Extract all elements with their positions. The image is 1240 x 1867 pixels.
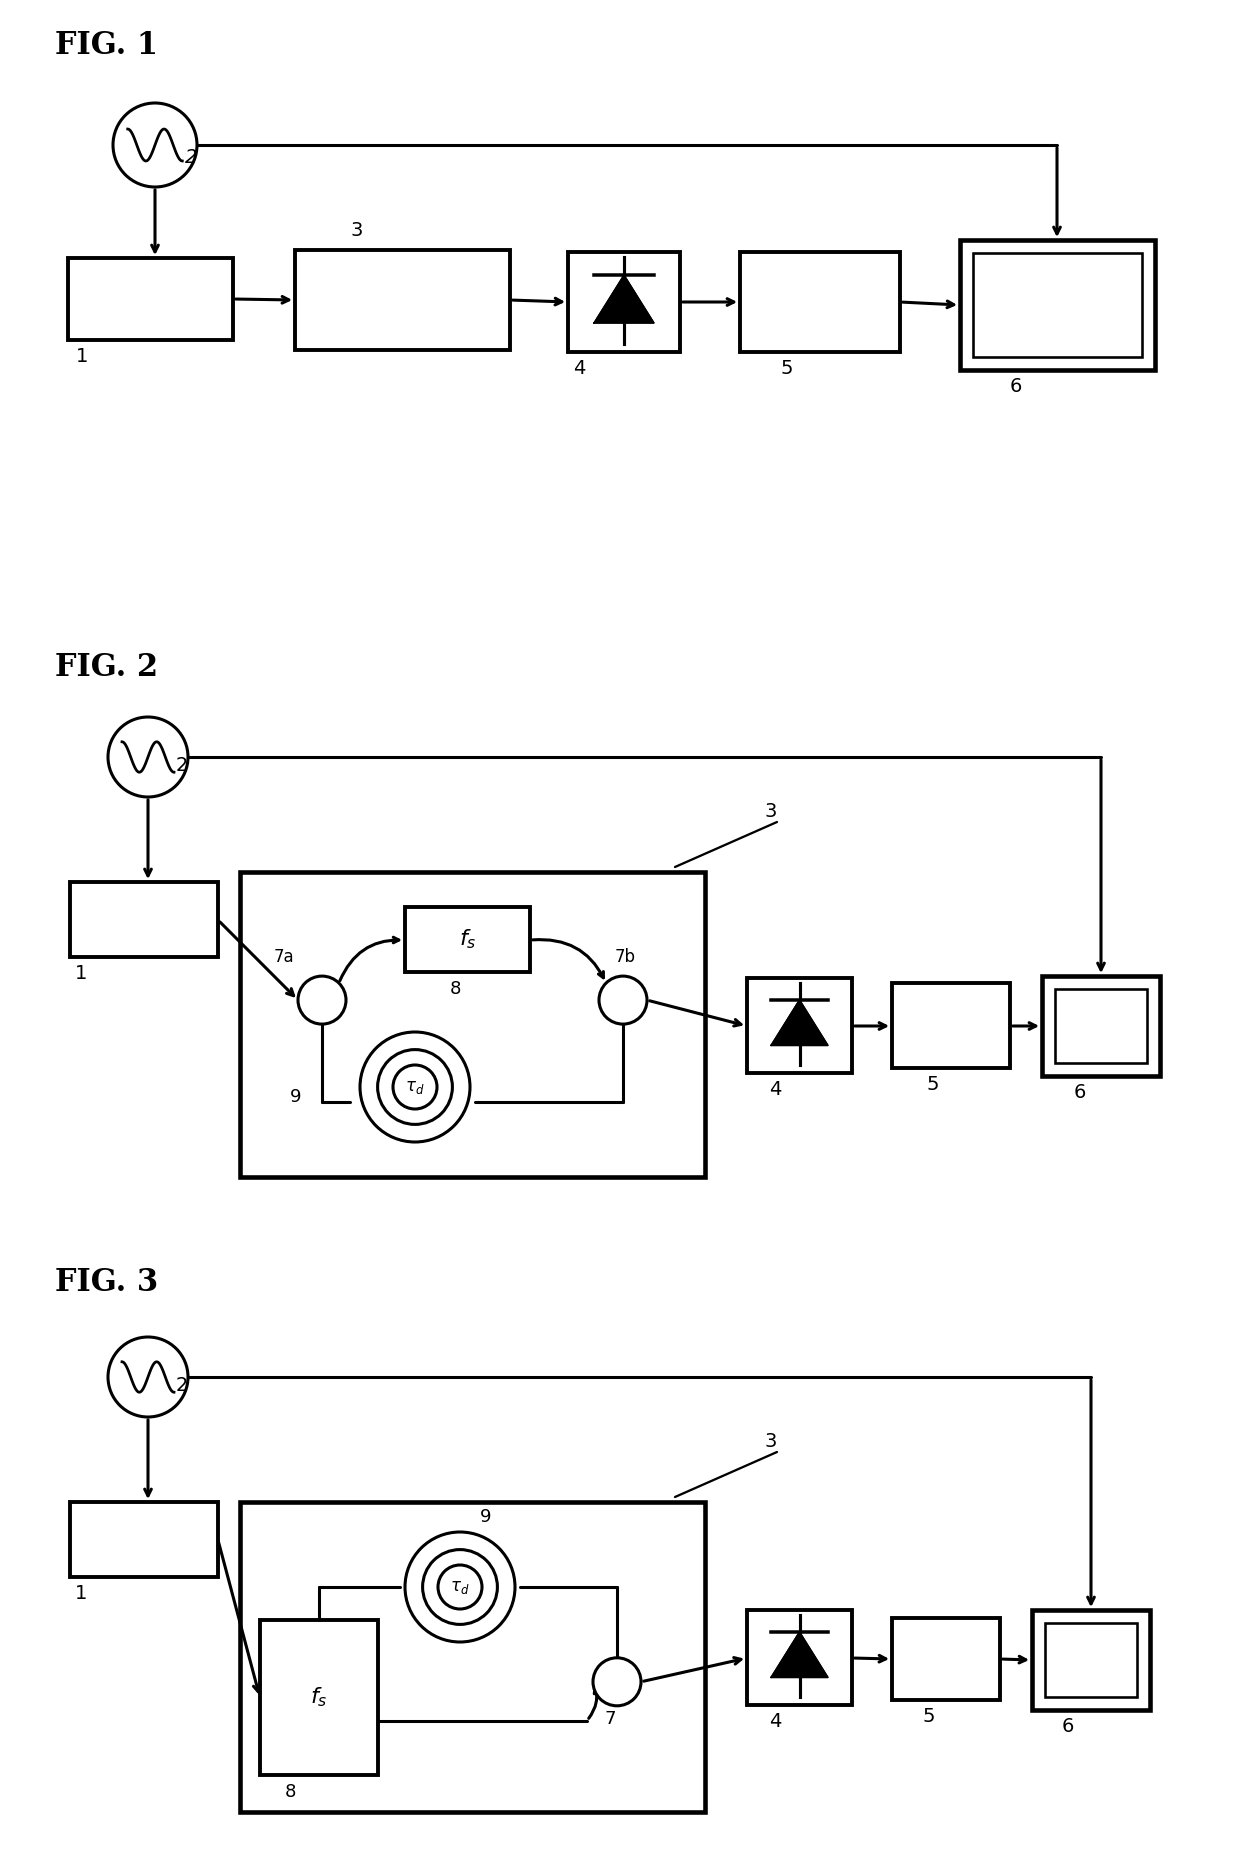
Bar — [892, 1619, 999, 1701]
Text: 7b: 7b — [615, 948, 636, 965]
Circle shape — [298, 976, 346, 1025]
Text: 1: 1 — [74, 1583, 87, 1604]
Bar — [1032, 1609, 1149, 1710]
Text: 5: 5 — [928, 1075, 940, 1094]
Text: FIG. 1: FIG. 1 — [55, 30, 157, 62]
Text: 3: 3 — [765, 1432, 777, 1451]
Text: FIG. 3: FIG. 3 — [55, 1268, 159, 1298]
Text: FIG. 2: FIG. 2 — [55, 652, 159, 683]
Bar — [260, 1621, 378, 1776]
Text: $f_s$: $f_s$ — [459, 928, 476, 952]
Bar — [746, 1609, 852, 1705]
Bar — [568, 252, 680, 353]
Bar — [746, 978, 852, 1074]
Text: 8: 8 — [450, 980, 461, 999]
Bar — [1055, 990, 1147, 1062]
Polygon shape — [771, 1001, 828, 1046]
Text: 1: 1 — [74, 963, 87, 984]
Bar — [1042, 976, 1159, 1075]
Bar — [892, 984, 1011, 1068]
Bar — [241, 1501, 706, 1813]
Bar — [68, 258, 233, 340]
Text: 7a: 7a — [274, 948, 295, 965]
Text: 3: 3 — [765, 803, 777, 821]
Text: 5: 5 — [923, 1706, 935, 1725]
Circle shape — [593, 1658, 641, 1706]
Bar — [69, 1501, 218, 1578]
Bar — [69, 881, 218, 958]
Text: 4: 4 — [769, 1712, 781, 1731]
Text: 5: 5 — [780, 358, 792, 377]
Circle shape — [599, 976, 647, 1025]
Text: $f_s$: $f_s$ — [310, 1686, 327, 1708]
Text: 9: 9 — [290, 1088, 301, 1105]
Bar — [740, 252, 900, 353]
Polygon shape — [594, 274, 653, 323]
Bar — [960, 241, 1154, 370]
Text: 4: 4 — [573, 358, 585, 377]
Text: 1: 1 — [76, 347, 88, 366]
Bar — [973, 254, 1142, 357]
Text: $\tau_d$: $\tau_d$ — [450, 1578, 470, 1596]
Text: 2: 2 — [185, 147, 197, 166]
Bar — [405, 907, 529, 973]
Text: 4: 4 — [769, 1079, 781, 1100]
Text: 6: 6 — [1061, 1718, 1074, 1736]
Bar — [295, 250, 510, 349]
Polygon shape — [771, 1632, 828, 1677]
Text: 3: 3 — [350, 220, 362, 241]
Text: $\tau_d$: $\tau_d$ — [405, 1077, 425, 1096]
Text: 9: 9 — [480, 1509, 491, 1525]
Bar — [241, 872, 706, 1176]
Text: 2: 2 — [176, 1376, 188, 1395]
Text: 6: 6 — [1011, 377, 1022, 396]
Text: 6: 6 — [1074, 1083, 1086, 1102]
Text: 2: 2 — [176, 756, 188, 775]
Text: 8: 8 — [285, 1783, 296, 1802]
Bar — [1045, 1622, 1137, 1697]
Text: 7: 7 — [605, 1710, 616, 1727]
